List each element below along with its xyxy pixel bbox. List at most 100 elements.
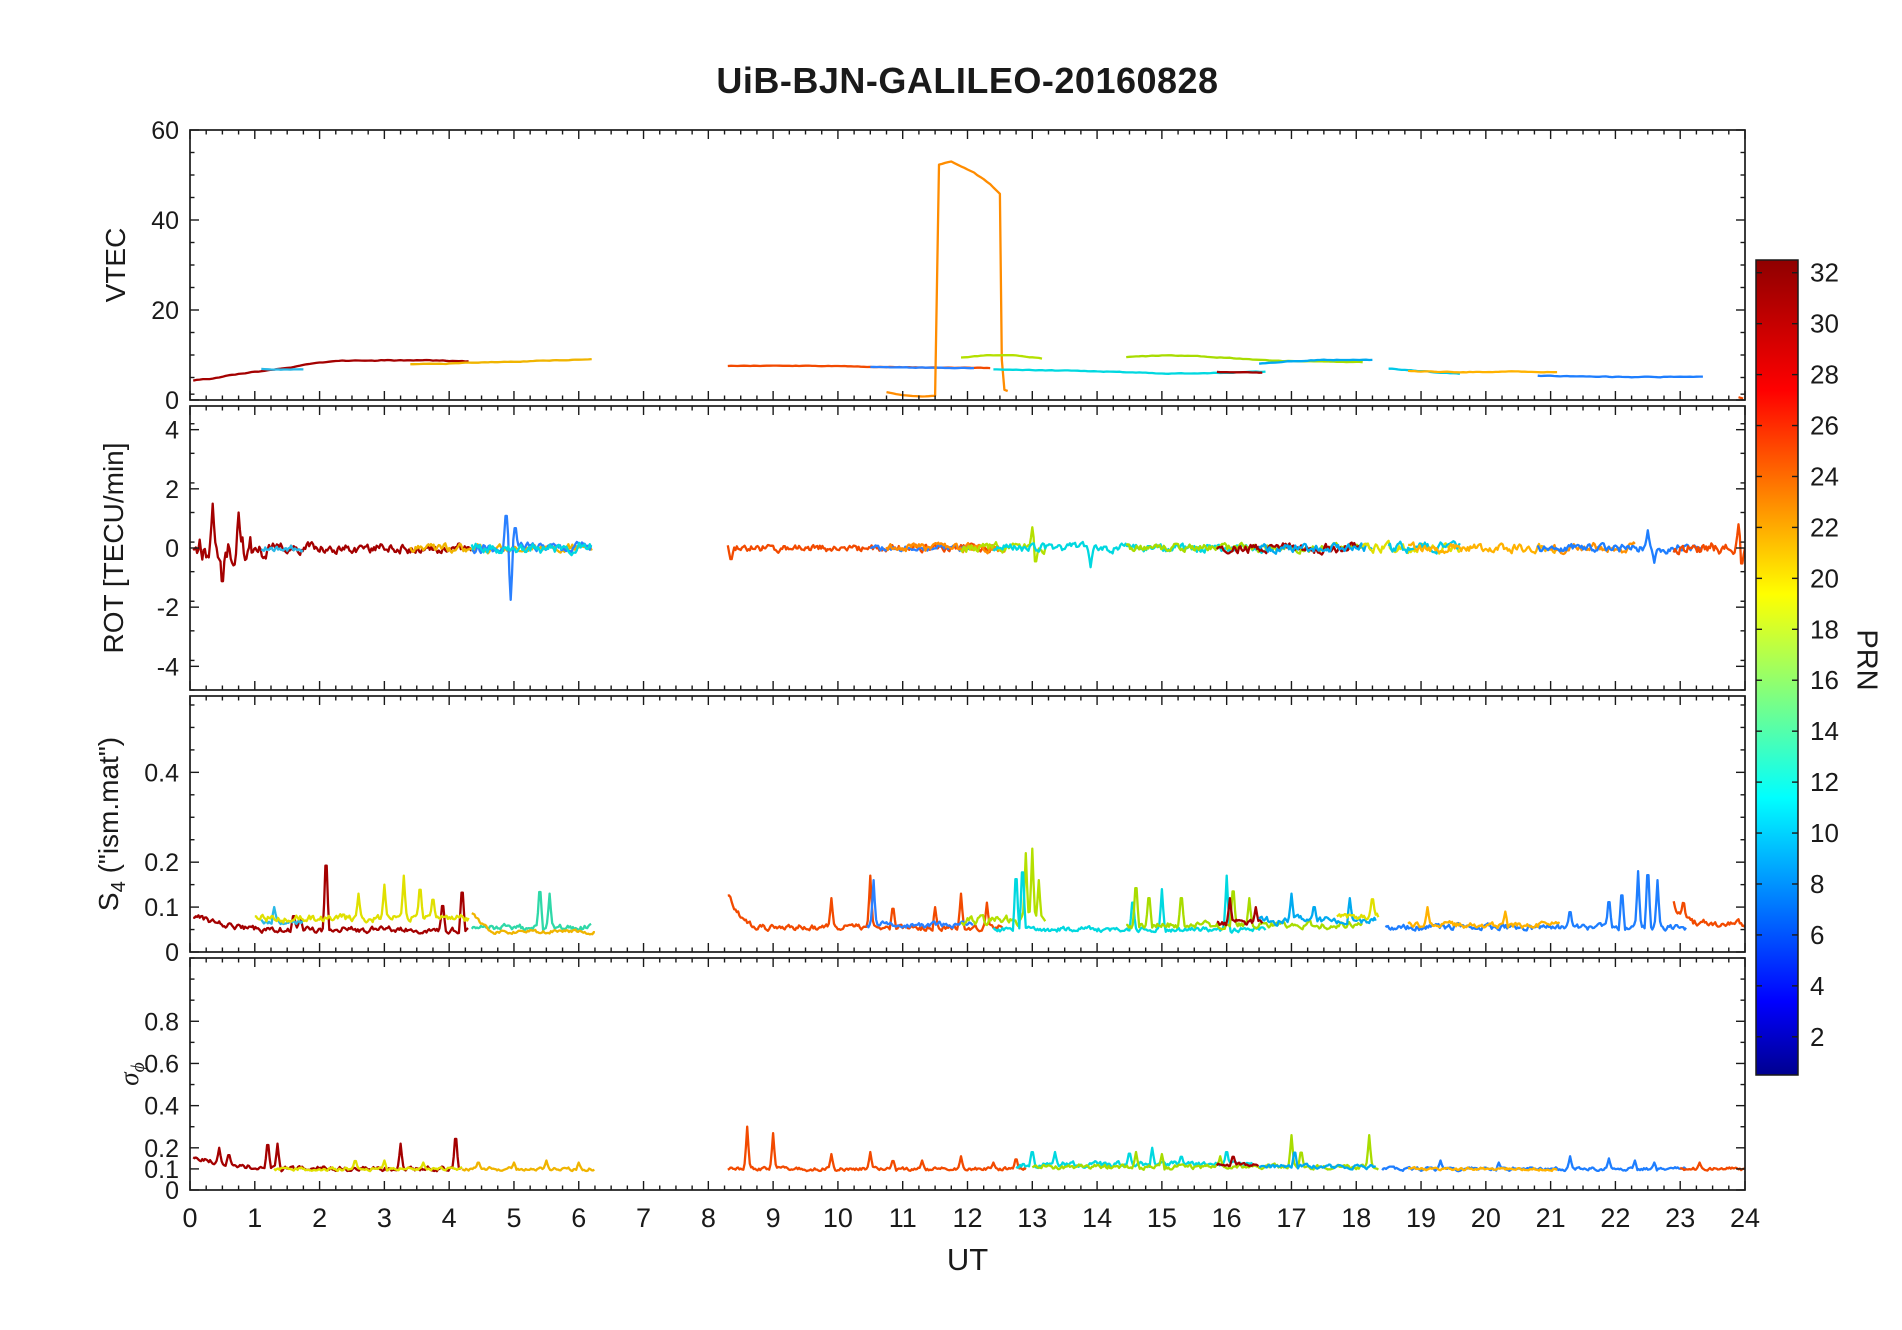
- svg-text:0: 0: [165, 939, 179, 967]
- s4-label-sub: 4: [107, 881, 130, 893]
- svg-text:14: 14: [1810, 716, 1839, 746]
- svg-text:24: 24: [1810, 461, 1839, 491]
- series-prn-19: [254, 874, 470, 924]
- svg-text:6: 6: [571, 1203, 586, 1233]
- series-prn-27: [1679, 1161, 1745, 1172]
- svg-text:12: 12: [1810, 767, 1839, 797]
- chart-title: UiB-BJN-GALILEO-20160828: [716, 60, 1219, 101]
- subplot-sigma-phi: 00.10.20.40.60.80 1 2 3 4 5 6 7 8 9 10 11 12 13 14 15 16…: [144, 957, 1760, 1233]
- series-prn-10: [1258, 1151, 1377, 1171]
- series-prn-9: [470, 514, 593, 601]
- svg-text:0: 0: [165, 535, 179, 563]
- svg-text:11: 11: [889, 1203, 917, 1233]
- svg-text:0.6: 0.6: [144, 1050, 179, 1078]
- series-group-sigma-phi: [192, 1125, 1745, 1173]
- svg-text:9: 9: [766, 1203, 781, 1233]
- series-prn-8: [1537, 374, 1703, 379]
- svg-text:0: 0: [182, 1203, 197, 1233]
- s4-axis-label: S4 ("ism.mat"): [93, 737, 131, 911]
- svg-text:28: 28: [1810, 360, 1839, 390]
- series-prn-22: [409, 542, 593, 555]
- svg-text:2: 2: [1810, 1022, 1824, 1052]
- series-prn-27: [727, 874, 1004, 933]
- svg-text:-4: -4: [157, 653, 179, 681]
- svg-text:60: 60: [151, 117, 179, 145]
- s4-label-rest: ("ism.mat"): [93, 736, 125, 882]
- series-prn-22: [1408, 369, 1558, 374]
- series-prn-12: [1387, 540, 1461, 555]
- ticks-sigma-phi: 00.10.20.40.60.80 1 2 3 4 5 6 7 8 9 10 11 12 13 14 15 16…: [144, 957, 1760, 1233]
- ticks-s4: 0 0.1 0.2 0.4: [144, 696, 1746, 967]
- svg-text:4: 4: [165, 417, 179, 445]
- svg-text:26: 26: [1810, 411, 1839, 441]
- vtec-axis-label: VTEC: [100, 227, 131, 303]
- series-prn-32: [193, 864, 469, 935]
- svg-text:19: 19: [1406, 1203, 1436, 1233]
- series-prn-12: [470, 541, 593, 557]
- svg-text:0: 0: [165, 1177, 179, 1205]
- subplot-rot: -4 -2 0 2 4: [157, 393, 1746, 691]
- s4-label-main: S: [93, 892, 125, 912]
- svg-text:24: 24: [1730, 1203, 1760, 1233]
- svg-text:10: 10: [823, 1203, 853, 1233]
- series-prn-14: [470, 890, 592, 932]
- svg-text:4: 4: [442, 1203, 457, 1233]
- ut-axis-label: UT: [946, 1242, 989, 1277]
- series-prn-22: [1407, 905, 1561, 930]
- sigma-phi-axis-label: σϕ: [114, 1062, 150, 1085]
- series-prn-16: [1126, 886, 1364, 931]
- svg-text:40: 40: [151, 207, 179, 235]
- svg-text:18: 18: [1810, 614, 1839, 644]
- svg-text:4: 4: [1810, 971, 1824, 1001]
- svg-text:18: 18: [1341, 1203, 1371, 1233]
- series-prn-27: [1672, 523, 1745, 565]
- svg-text:1: 1: [247, 1203, 262, 1233]
- sigma-label-sub: ϕ: [128, 1062, 150, 1073]
- svg-text:22: 22: [1810, 512, 1839, 542]
- series-prn-32: [192, 358, 469, 382]
- svg-text:16: 16: [1212, 1203, 1242, 1233]
- svg-text:20: 20: [151, 297, 179, 325]
- svg-text:0.1: 0.1: [144, 1156, 179, 1184]
- svg-text:0: 0: [165, 387, 179, 415]
- series-prn-10: [1258, 358, 1373, 365]
- series-prn-16: [1126, 354, 1363, 364]
- svg-text:20: 20: [1471, 1203, 1501, 1233]
- svg-text:7: 7: [636, 1203, 651, 1233]
- series-prn-10: [1258, 542, 1373, 555]
- svg-text:0.2: 0.2: [144, 849, 179, 877]
- ticks-vtec: 0 20 40 60: [151, 117, 1746, 415]
- series-prn-9: [866, 878, 974, 930]
- svg-text:10: 10: [1810, 818, 1839, 848]
- svg-text:8: 8: [1810, 869, 1824, 899]
- svg-text:6: 6: [1810, 920, 1824, 950]
- svg-text:21: 21: [1536, 1203, 1566, 1233]
- svg-text:16: 16: [1810, 665, 1839, 695]
- ticks-rot: -4 -2 0 2 4: [157, 393, 1746, 691]
- series-prn-19: [273, 1159, 463, 1173]
- series-group-vtec: [192, 160, 1744, 400]
- svg-text:22: 22: [1600, 1203, 1630, 1233]
- series-prn-26: [886, 160, 1009, 398]
- svg-text:2: 2: [165, 476, 179, 504]
- svg-text:14: 14: [1082, 1203, 1112, 1233]
- svg-text:30: 30: [1810, 309, 1839, 339]
- series-prn-10: [1258, 892, 1377, 927]
- series-prn-22: [1408, 541, 1559, 555]
- svg-text:-2: -2: [157, 594, 179, 622]
- axes-box-sigma-phi: [189, 957, 1746, 1191]
- series-prn-10: [261, 367, 304, 371]
- rot-axis-label: ROT [TECU/min]: [98, 442, 129, 654]
- svg-text:5: 5: [506, 1203, 521, 1233]
- series-prn-32: [1215, 1155, 1260, 1168]
- series-prn-27: [1738, 396, 1744, 400]
- svg-text:0.4: 0.4: [144, 759, 179, 787]
- prn-colorbar-label: PRN: [1850, 629, 1883, 691]
- svg-text:2: 2: [312, 1203, 327, 1233]
- series-prn-32: [1216, 896, 1264, 927]
- svg-text:0.4: 0.4: [144, 1093, 179, 1121]
- svg-text:0.2: 0.2: [144, 1135, 179, 1163]
- series-prn-26: [885, 541, 1007, 555]
